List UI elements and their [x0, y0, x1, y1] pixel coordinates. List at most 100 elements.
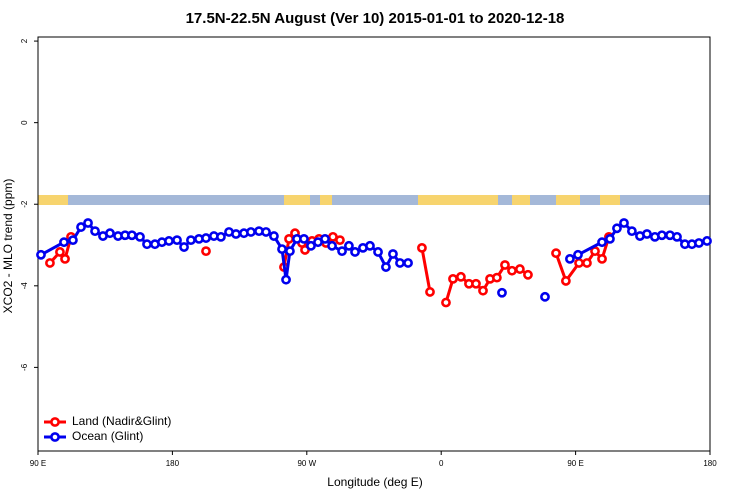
point	[277, 244, 287, 254]
land-strip	[512, 195, 530, 205]
point	[573, 249, 583, 260]
legend-label: Ocean (Glint)	[72, 429, 143, 443]
land-strip	[600, 195, 620, 205]
point	[500, 260, 510, 270]
x-axis-label: Longitude (deg E)	[327, 475, 422, 489]
point	[261, 227, 271, 237]
point	[60, 253, 70, 264]
point	[478, 285, 488, 296]
point	[565, 253, 575, 264]
point	[135, 231, 145, 242]
ocean-strip	[38, 195, 710, 205]
point	[201, 233, 211, 243]
point	[179, 242, 189, 252]
point	[597, 253, 607, 264]
point	[702, 236, 712, 246]
point	[425, 287, 435, 297]
point	[626, 226, 637, 237]
land-strip	[418, 195, 498, 205]
y-tick-label: 2	[20, 38, 29, 43]
point	[507, 265, 517, 276]
point	[83, 218, 93, 228]
y-tick-label: 0	[20, 120, 29, 125]
y-axis-label: XCO2 - MLO trend (ppm)	[1, 179, 15, 314]
legend-label: Land (Nadir&Glint)	[72, 414, 171, 428]
point	[164, 236, 174, 246]
point	[68, 235, 78, 246]
point	[417, 242, 427, 253]
point	[320, 234, 330, 244]
point	[456, 271, 466, 282]
x-tick-label: 90 E	[30, 459, 46, 468]
chart-title: 17.5N-22.5N August (Ver 10) 2015-01-01 t…	[186, 10, 565, 27]
point	[269, 231, 279, 241]
point	[299, 234, 309, 244]
point	[186, 235, 196, 246]
x-tick-label: 180	[703, 459, 717, 468]
point	[36, 249, 46, 260]
point	[619, 218, 629, 228]
y-tick-label: -2	[20, 200, 29, 208]
land-strip	[556, 195, 580, 205]
legend-marker	[50, 417, 60, 427]
point	[201, 246, 211, 257]
point	[90, 226, 100, 237]
point	[441, 297, 451, 308]
point	[45, 258, 55, 268]
x-tick-label: 90 W	[297, 459, 316, 468]
point	[448, 273, 458, 284]
map-strip	[38, 195, 710, 205]
point	[344, 240, 354, 251]
point	[55, 247, 65, 257]
point	[172, 235, 182, 246]
point	[514, 264, 525, 274]
y-tick-label: -4	[20, 282, 29, 290]
land-strip	[284, 195, 310, 205]
point	[403, 258, 413, 268]
point	[551, 248, 561, 259]
point	[497, 287, 507, 298]
point	[281, 274, 291, 285]
x-tick-label: 0	[439, 459, 444, 468]
point	[672, 231, 682, 242]
point	[105, 228, 115, 239]
point	[306, 240, 316, 251]
land-strip	[38, 195, 68, 205]
point	[76, 222, 86, 232]
point	[246, 227, 256, 237]
point	[597, 237, 607, 248]
point	[327, 240, 337, 251]
point	[127, 230, 137, 241]
point	[523, 269, 533, 280]
point	[574, 258, 584, 268]
land-strip	[320, 195, 332, 205]
point	[694, 238, 704, 248]
legend-marker	[50, 432, 60, 442]
point	[560, 276, 571, 286]
point	[657, 230, 667, 241]
point	[216, 231, 226, 242]
x-tick-label: 180	[166, 459, 180, 468]
point	[335, 235, 345, 246]
point	[365, 240, 375, 251]
point	[395, 258, 405, 268]
point	[471, 278, 481, 289]
point	[492, 272, 502, 283]
point	[381, 262, 391, 272]
point	[642, 229, 652, 239]
point	[231, 229, 241, 239]
point	[540, 291, 550, 302]
y-tick-label: -6	[20, 363, 29, 371]
point	[582, 258, 592, 268]
point	[612, 223, 622, 234]
point	[142, 239, 152, 250]
point	[337, 246, 347, 257]
point	[350, 247, 360, 257]
point	[605, 234, 615, 244]
point	[285, 246, 295, 257]
point	[59, 237, 69, 248]
point	[388, 249, 398, 259]
x-tick-label: 90 E	[567, 459, 583, 468]
